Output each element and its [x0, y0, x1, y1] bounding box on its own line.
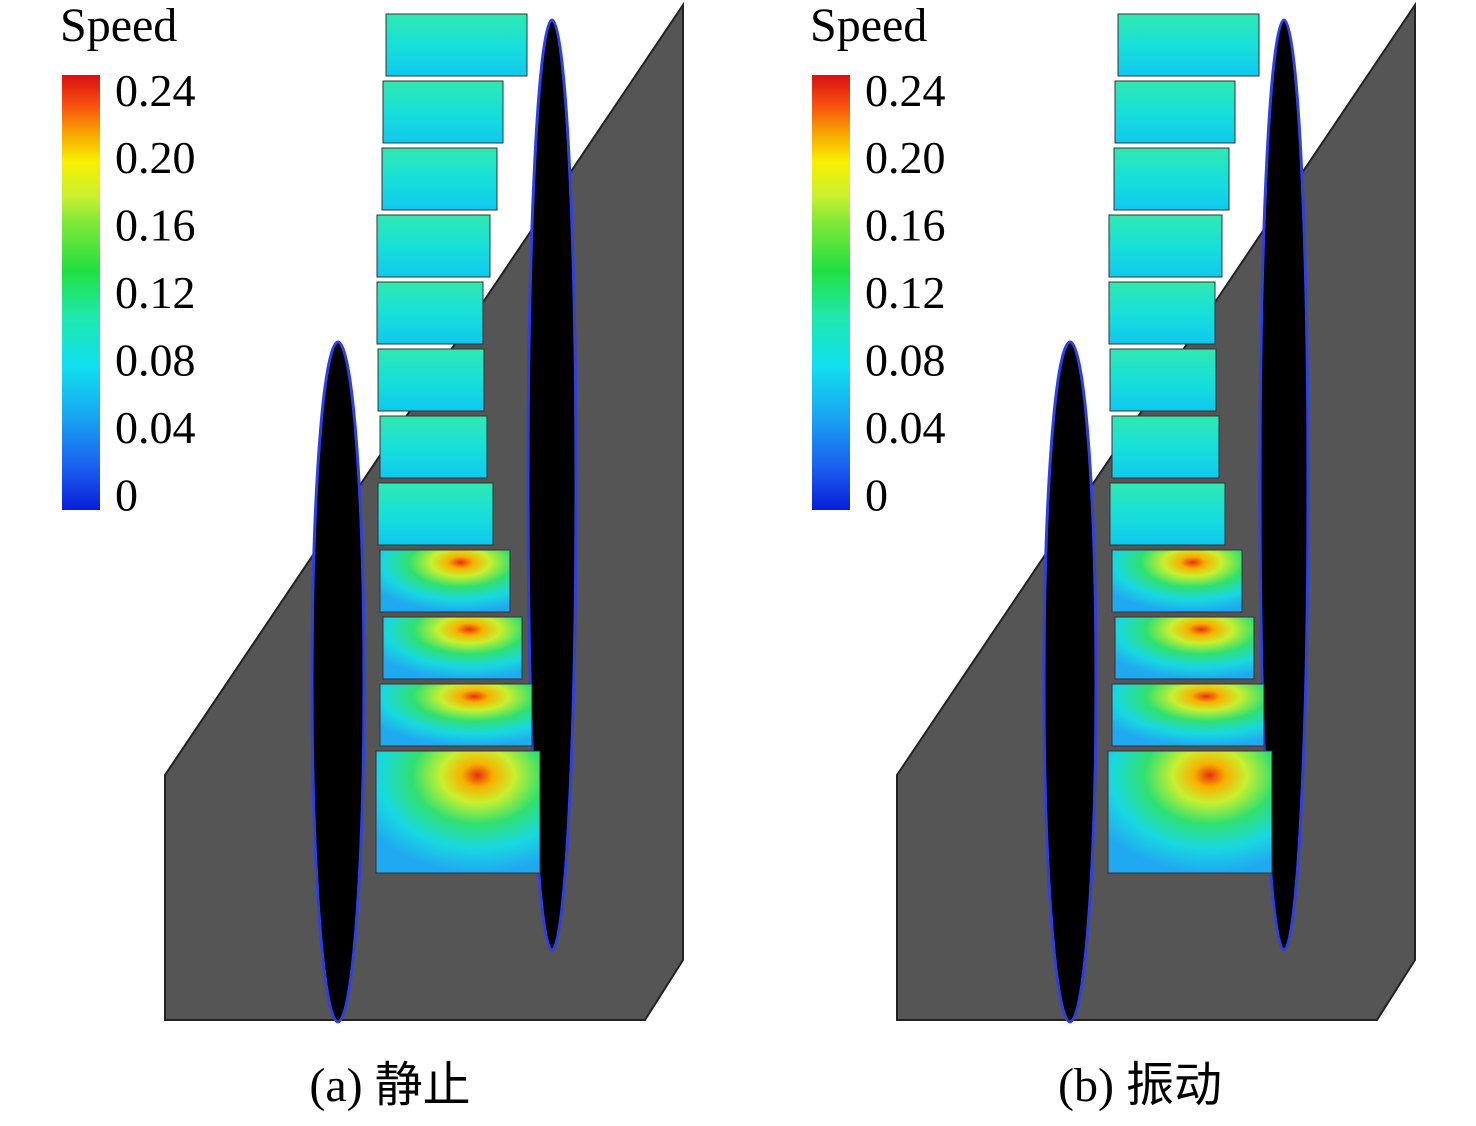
blade: [526, 18, 578, 952]
colorbar-tick-label: 0: [865, 469, 888, 520]
slice: [377, 348, 485, 412]
slice: [381, 147, 498, 211]
colorbar-tick-label: 0.08: [865, 335, 946, 386]
slice: [379, 549, 511, 613]
slice: [379, 683, 533, 747]
legend-title: Speed: [810, 0, 927, 52]
colorbar-tick-label: 0.24: [115, 65, 196, 116]
colorbar-tick-label: 0.20: [865, 132, 946, 183]
colorbar-tick-label: 0.08: [115, 335, 196, 386]
scene-copy: [895, 3, 1417, 1024]
slices: [375, 13, 541, 874]
slice: [385, 13, 528, 77]
slice: [376, 281, 484, 345]
scene: [164, 1, 684, 1024]
slice: [382, 616, 523, 680]
slice: [376, 214, 491, 278]
colorbar-tick-label: 0.16: [115, 200, 196, 251]
colorbar-tick-label: 0.16: [865, 200, 946, 251]
colorbar-tick-label: 0.12: [865, 267, 946, 318]
colorbar-tick-label: 0.04: [115, 402, 196, 453]
caption: (b) 振动: [1058, 1059, 1222, 1112]
slice: [382, 80, 504, 144]
colorbar-tick-label: 0.24: [865, 65, 946, 116]
slice: [379, 415, 488, 479]
caption: (a) 静止: [309, 1059, 470, 1112]
slice: [377, 482, 494, 546]
colorbar: [812, 75, 850, 510]
colorbar: [62, 75, 100, 510]
legend-title: Speed: [60, 0, 177, 52]
slice: [375, 750, 541, 874]
colorbar-tick-label: 0: [115, 469, 138, 520]
colorbar-tick-label: 0.20: [115, 132, 196, 183]
blade: [310, 340, 366, 1024]
colorbar-tick-label: 0.04: [865, 402, 946, 453]
colorbar-tick-label: 0.12: [115, 267, 196, 318]
